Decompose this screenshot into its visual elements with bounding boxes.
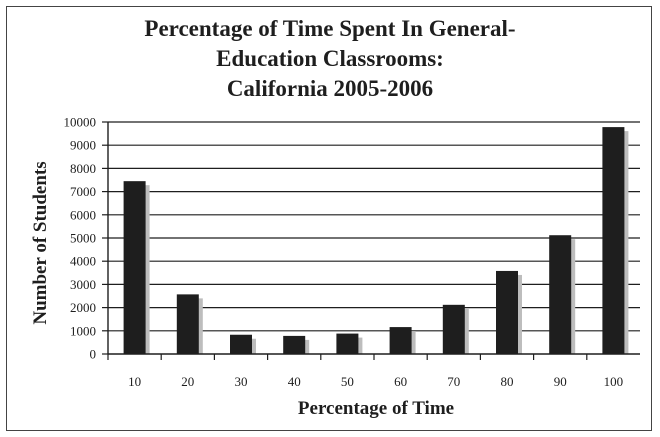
bar-20 <box>176 294 199 354</box>
x-tick-label: 50 <box>341 374 354 389</box>
bar-90 <box>549 235 572 354</box>
bar-40 <box>283 335 306 354</box>
chart-title-line-1: Percentage of Time Spent In General- <box>144 16 516 41</box>
y-tick-label: 1000 <box>70 323 96 338</box>
y-tick-label: 8000 <box>70 161 96 176</box>
chart-frame <box>6 6 652 431</box>
bar-50 <box>336 333 359 354</box>
y-tick-label: 5000 <box>70 231 96 246</box>
x-tick-labels: 10 20 30 40 50 60 70 80 90 100 <box>107 354 624 389</box>
bar-80 <box>496 270 518 354</box>
y-tick-label: 2000 <box>70 300 96 315</box>
chart-title: Percentage of Time Spent In General- Edu… <box>0 14 660 104</box>
x-tick-label: 70 <box>447 374 460 389</box>
bar-30 <box>230 334 252 354</box>
x-tick-label: 10 <box>128 374 141 389</box>
chart-title-line-2: Education Classrooms: <box>216 46 444 71</box>
bar-60 <box>389 327 412 354</box>
y-tick-labels: 0 1000 2000 3000 4000 5000 6000 7000 8000 9000 100… <box>64 115 108 362</box>
y-tick-label: 7000 <box>70 184 96 199</box>
x-tick-label: 60 <box>394 374 407 389</box>
y-tick-label: 6000 <box>70 207 96 222</box>
x-tick-label: 90 <box>554 374 567 389</box>
x-tick-label: 20 <box>181 374 194 389</box>
bar-70 <box>442 304 465 354</box>
y-tick-label: 0 <box>90 347 97 362</box>
bars <box>123 127 629 354</box>
bar-100 <box>602 127 625 354</box>
x-tick-label: 30 <box>235 374 248 389</box>
bar-10 <box>123 181 146 354</box>
x-tick-label: 100 <box>604 374 624 389</box>
y-tick-label: 9000 <box>70 138 96 153</box>
x-tick-label: 80 <box>501 374 514 389</box>
x-tick-label: 40 <box>288 374 301 389</box>
y-tick-label: 4000 <box>70 254 96 269</box>
chart-title-line-3: California 2005-2006 <box>226 76 434 101</box>
y-axis-label: Number of Students <box>30 161 51 324</box>
x-axis-label: Percentage of Time <box>298 398 454 419</box>
y-tick-label: 3000 <box>70 277 96 292</box>
y-tick-label: 10000 <box>64 115 97 130</box>
